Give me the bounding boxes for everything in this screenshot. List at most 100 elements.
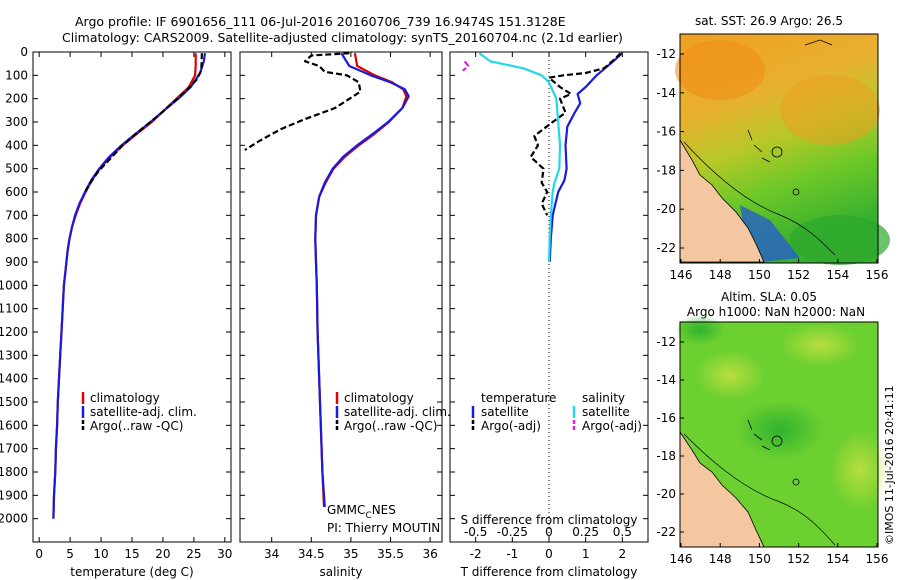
- legend-label-temp-satellite: satellite: [481, 405, 529, 419]
- series-salinity-satellite: [478, 52, 562, 263]
- sst-reef: [747, 129, 771, 163]
- legend-title-salinity: salinity: [582, 391, 625, 405]
- map-y-tick-label: -18: [656, 449, 676, 463]
- y-tick-label: 1800: [0, 465, 28, 479]
- y-tick-label: 700: [5, 208, 28, 222]
- sst-reef: [792, 188, 800, 196]
- gmmc-subscript: C: [365, 511, 371, 521]
- map-x-tick-label: 146: [670, 268, 693, 282]
- x-tick-label: 20: [155, 547, 170, 561]
- series-satellite-adj-clim: [52, 53, 207, 519]
- temperature-xlabel: temperature (deg C): [70, 565, 193, 579]
- sst-cool-patch: [790, 215, 890, 265]
- map-x-tick-label: 152: [787, 552, 810, 566]
- sst-coastline: [683, 141, 836, 256]
- series-climatology: [314, 53, 408, 508]
- temperature-plot: 0 100 200 300 400 500 600 700 800 900 1000 1100 1200…: [0, 45, 232, 561]
- y-tick-label: 1400: [0, 372, 28, 386]
- sla-map-frame: [679, 321, 879, 548]
- sla-high-patch: [780, 323, 860, 367]
- legend-label-climatology: climatology: [344, 391, 414, 405]
- sla-reef: [747, 419, 771, 451]
- imos-watermark: ©IMOS 11-Jul-2016 20:41:11: [883, 385, 896, 545]
- y-tick-label: 0: [20, 45, 28, 59]
- salinity-xlabel: salinity: [319, 565, 362, 579]
- legend-label-climatology: climatology: [90, 391, 160, 405]
- x-tick-label: 1: [582, 547, 590, 561]
- sst-warm-patch: [675, 40, 765, 100]
- sla-high-patch: [695, 350, 765, 400]
- salinity-panel-frame: [239, 51, 443, 543]
- series-argo-raw-qc: [244, 52, 362, 151]
- gmmc-text: GMMC: [327, 503, 365, 517]
- y-tick-label: 100: [5, 68, 28, 82]
- x-tick-label: 30: [217, 547, 232, 561]
- sst-map-axes: 146 148 150 152 154 156 -12 -14 -16 -18 -20 -22: [656, 47, 888, 282]
- sla-reef: [792, 478, 800, 486]
- sla-reef: [771, 435, 783, 447]
- series-temperature-satellite: [548, 52, 624, 263]
- y-tick-label: 400: [5, 138, 28, 152]
- map-x-tick-label: 150: [748, 552, 771, 566]
- y-tick-label: 1200: [0, 325, 28, 339]
- temperature-legend: climatology satellite-adj. clim. Argo(..…: [81, 391, 197, 433]
- legend-label-satellite: satellite-adj. clim.: [90, 405, 197, 419]
- pi-annotation: PI: Thierry MOUTIN: [327, 521, 440, 535]
- legend-label-argo: Argo(..raw -QC): [90, 419, 183, 433]
- y-tick-label: 600: [5, 185, 28, 199]
- x-tick-label: 10: [93, 547, 108, 561]
- sla-map-title-1: Altim. SLA: 0.05: [721, 290, 817, 304]
- y-tick-label: 1600: [0, 418, 28, 432]
- y-tick-label: 1300: [0, 348, 28, 362]
- header-line1: Argo profile: IF 6901656_111 06-Jul-2016…: [75, 14, 566, 29]
- x-tick-label: 5: [66, 547, 74, 561]
- x-tick-label-top: -0.5: [464, 525, 487, 539]
- map-y-tick-label: -16: [656, 411, 676, 425]
- x-tick-label: 36: [422, 547, 437, 561]
- y-tick-label: 300: [5, 115, 28, 129]
- map-y-tick-label: -12: [656, 335, 676, 349]
- sla-high-patch: [830, 430, 890, 510]
- y-tick-label: 500: [5, 162, 28, 176]
- map-y-tick-label: -22: [656, 241, 676, 255]
- y-tick-label: 1100: [0, 302, 28, 316]
- map-x-tick-label: 154: [826, 268, 849, 282]
- sst-map-frame: [679, 33, 879, 264]
- map-x-tick-label: 148: [709, 268, 732, 282]
- y-tick-label: 200: [5, 92, 28, 106]
- header-line2: Climatology: CARS2009. Satellite-adjuste…: [62, 30, 623, 45]
- x-tick-label-top: 0.25: [572, 525, 599, 539]
- sst-map-title: sat. SST: 26.9 Argo: 26.5: [695, 14, 843, 28]
- difference-legend: temperature satellite Argo(-adj) salinit…: [471, 391, 642, 433]
- y-tick-label: 900: [5, 255, 28, 269]
- legend-label-argo: Argo(..raw -QC): [344, 419, 437, 433]
- series-salinity-argo-adj: [462, 60, 470, 72]
- difference-xlabel-top: S difference from climatology: [461, 513, 638, 527]
- legend-label-satellite: satellite-adj. clim.: [344, 405, 451, 419]
- map-x-tick-label: 154: [826, 552, 849, 566]
- y-tick-label: 1500: [0, 395, 28, 409]
- legend-title-temperature: temperature: [481, 391, 556, 405]
- sla-map-axes: 146 148 150 152 154 156 -12 -14 -16 -18 -20 -22: [656, 335, 888, 566]
- y-tick-label: 1700: [0, 442, 28, 456]
- y-tick-label: 800: [5, 232, 28, 246]
- salinity-plot: 34 34.5 35 35.5 36: [240, 51, 442, 561]
- x-tick-label-top: 0.5: [613, 525, 632, 539]
- map-y-tick-label: -14: [656, 373, 676, 387]
- series-climatology: [52, 53, 197, 519]
- series-satellite-adj-clim: [314, 52, 410, 508]
- map-y-tick-label: -20: [656, 202, 676, 216]
- x-tick-label: 15: [124, 547, 139, 561]
- x-tick-label: 35.5: [377, 547, 404, 561]
- sla-low-patch: [735, 400, 825, 460]
- map-x-tick-label: 156: [866, 268, 889, 282]
- sla-coastline: [683, 433, 836, 546]
- x-tick-label: 34.5: [298, 547, 325, 561]
- x-tick-label: 0: [545, 547, 553, 561]
- y-tick-label: 1000: [0, 278, 28, 292]
- series-argo-raw-qc: [84, 53, 203, 193]
- x-tick-label: 25: [186, 547, 201, 561]
- series-temperature-argo-adj: [529, 52, 622, 216]
- map-x-tick-label: 146: [670, 552, 693, 566]
